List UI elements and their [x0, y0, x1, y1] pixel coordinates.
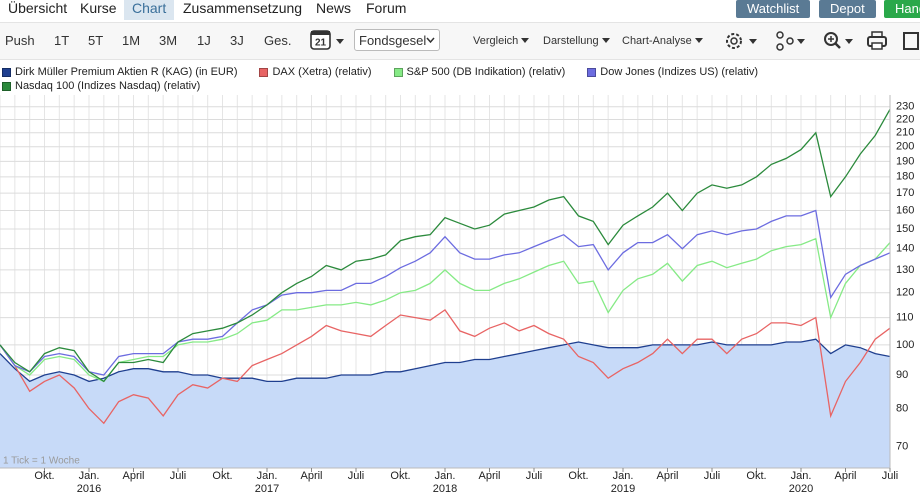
y-tick-label: 220	[896, 113, 914, 125]
legend-label: Dirk Müller Premium Aktien R (KAG) (in E…	[15, 66, 238, 78]
y-tick-label: 90	[896, 369, 908, 381]
legend: Dirk Müller Premium Aktien R (KAG) (in E…	[2, 66, 782, 92]
y-tick-label: 200	[896, 141, 914, 153]
x-tick-label: Jan.	[79, 470, 100, 482]
series-line	[0, 237, 891, 383]
nav-tab[interactable]: News	[316, 0, 352, 16]
y-tick-label: 80	[896, 403, 908, 415]
series-line	[0, 338, 891, 383]
legend-item[interactable]: Nasdaq 100 (Indizes Nasdaq) (relativ)	[2, 80, 200, 92]
x-tick-label: Jan.	[613, 470, 634, 482]
nav-tab[interactable]: Forum	[366, 0, 407, 16]
zoom-icon[interactable]	[824, 32, 853, 49]
calendar-day: 21	[315, 38, 327, 49]
y-tick-label: 70	[896, 441, 908, 453]
x-tick-label: Okt.	[34, 470, 54, 482]
y-tick-label: 180	[896, 171, 914, 183]
legend-item[interactable]: Dirk Müller Premium Aktien R (KAG) (in E…	[2, 66, 237, 78]
y-tick-label: 120	[896, 287, 914, 299]
fullscreen-icon[interactable]	[903, 32, 919, 50]
y-tick-label: 150	[896, 223, 914, 235]
nav-button[interactable]: Depot	[819, 0, 876, 18]
nav-tab[interactable]: Chart	[124, 0, 175, 20]
legend-label: S&P 500 (DB Indikation) (relativ)	[406, 66, 566, 78]
indicator-icon[interactable]	[776, 31, 805, 51]
period-button[interactable]: Push	[5, 33, 35, 48]
x-tick-label: Jan.	[791, 470, 812, 482]
legend-item[interactable]: S&P 500 (DB Indikation) (relativ)	[393, 66, 566, 78]
y-tick-label: 230	[896, 101, 914, 113]
print-icon[interactable]	[867, 31, 887, 50]
toolbar-menu[interactable]: Chart-Analyse	[622, 35, 703, 47]
x-year-label: 2018	[433, 483, 457, 495]
fund-select[interactable]: Fondsgesel	[354, 29, 440, 51]
series-line	[0, 108, 891, 383]
legend-item[interactable]: DAX (Xetra) (relativ)	[259, 66, 372, 78]
x-tick-label: April	[300, 470, 322, 482]
nav-tab[interactable]: Kurse	[80, 0, 117, 16]
legend-label: DAX (Xetra) (relativ)	[272, 66, 372, 78]
x-year-label: 2019	[611, 483, 635, 495]
series-line	[0, 209, 891, 376]
x-tick-label: Okt.	[746, 470, 766, 482]
legend-label: Nasdaq 100 (Indizes Nasdaq) (relativ)	[15, 80, 201, 92]
x-tick-label: Juli	[170, 470, 187, 482]
legend-swatch	[2, 67, 11, 77]
period-button[interactable]: 3J	[230, 33, 244, 48]
legend-swatch	[587, 67, 597, 77]
x-tick-label: April	[656, 470, 678, 482]
x-tick-label: Okt.	[390, 470, 410, 482]
x-tick-label: Juli	[882, 470, 899, 482]
legend-item[interactable]: Dow Jones (Indizes US) (relativ)	[587, 66, 758, 78]
period-button[interactable]: 5T	[88, 33, 104, 48]
y-tick-label: 130	[896, 264, 914, 276]
x-tick-label: Okt.	[568, 470, 588, 482]
x-year-label: 2017	[255, 483, 279, 495]
y-tick-label: 210	[896, 127, 914, 139]
y-tick-label: 160	[896, 204, 914, 216]
period-button[interactable]: Ges.	[264, 33, 292, 48]
x-tick-label: April	[834, 470, 856, 482]
y-tick-label: 100	[896, 339, 914, 351]
annotation: 1 Tick = 1 Woche	[3, 456, 80, 467]
series-area	[0, 339, 890, 468]
x-tick-label: Jan.	[435, 470, 456, 482]
x-year-label: 2016	[77, 483, 101, 495]
y-tick-label: 140	[896, 243, 914, 255]
plot-area	[0, 95, 890, 468]
x-tick-label: Juli	[348, 470, 365, 482]
x-tick-label: Juli	[704, 470, 721, 482]
y-tick-label: 170	[896, 187, 914, 199]
nav-button[interactable]: Watchlist	[736, 0, 811, 18]
nav-button[interactable]: Handeln	[884, 0, 920, 18]
period-button[interactable]: 1J	[197, 33, 211, 48]
toolbar: 21 Fondsgesel Push 1T 5T 1M 3M 1J 3J Ges. Vergle…	[0, 22, 920, 60]
legend-swatch	[393, 67, 403, 77]
x-tick-label: Jan.	[257, 470, 278, 482]
x-tick-label: April	[478, 470, 500, 482]
legend-swatch	[2, 81, 11, 91]
period-button[interactable]: 3M	[159, 33, 178, 48]
calendar-icon[interactable]: 21	[310, 29, 350, 53]
period-button[interactable]: 1M	[122, 33, 141, 48]
settings-icon[interactable]	[726, 33, 757, 49]
x-tick-label: Okt.	[212, 470, 232, 482]
y-tick-label: 110	[896, 312, 914, 324]
y-tick-label: 190	[896, 155, 914, 167]
x-year-label: 2020	[789, 483, 813, 495]
x-tick-label: Juli	[526, 470, 543, 482]
toolbar-menu[interactable]: Vergleich	[473, 35, 529, 47]
period-button[interactable]: 1T	[54, 33, 70, 48]
series-line	[0, 308, 891, 425]
nav-bar: Übersicht Kurse Chart Zusammensetzung News Fo…	[0, 0, 920, 20]
x-tick-label: April	[122, 470, 144, 482]
legend-label: Dow Jones (Indizes US) (relativ)	[600, 66, 758, 78]
toolbar-menu[interactable]: Darstellung	[543, 35, 610, 47]
legend-swatch	[259, 67, 269, 77]
nav-tab[interactable]: Übersicht	[8, 0, 68, 16]
fund-select-text: Fondsgesel	[359, 33, 427, 48]
toolbar-icons	[726, 31, 919, 51]
nav-tab[interactable]: Zusammensetzung	[183, 0, 303, 16]
